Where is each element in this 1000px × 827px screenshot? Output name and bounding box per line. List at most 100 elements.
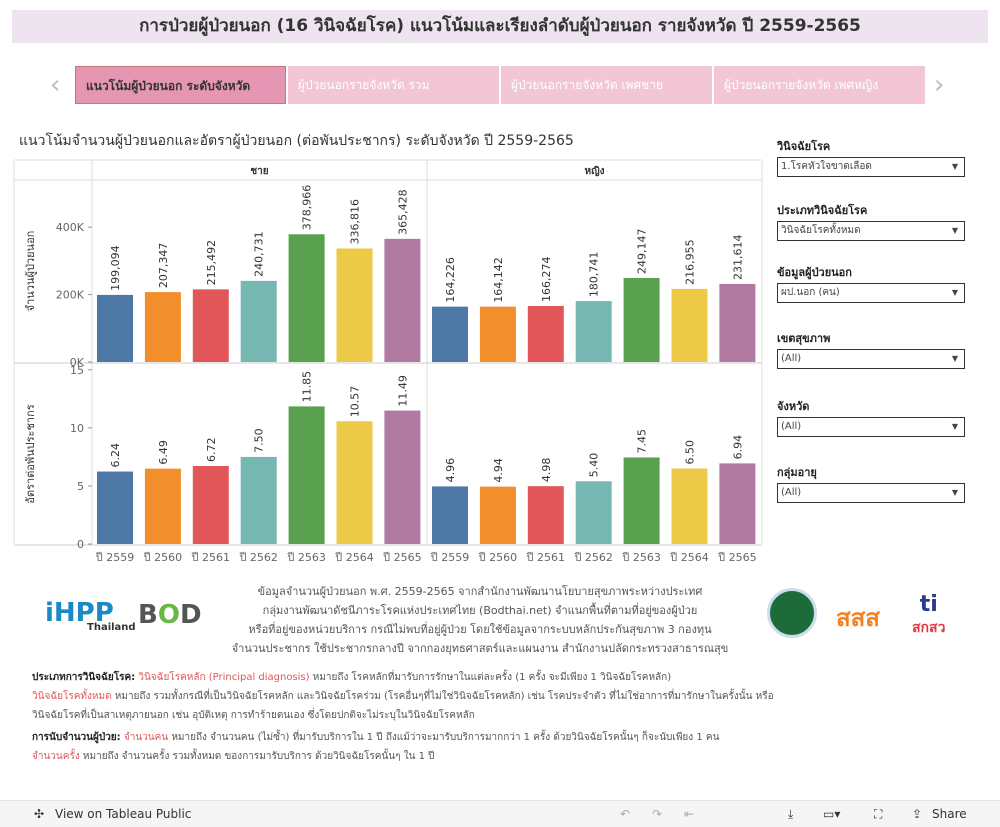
data-label: 166,274 — [540, 256, 553, 302]
bar — [97, 294, 133, 362]
ihpp-logo: iHPP Thailand — [45, 598, 136, 633]
x-tick-label: ปี 2561 — [525, 551, 565, 564]
bod-logo: BOD — [138, 600, 202, 630]
y-tick-label: 15 — [70, 364, 84, 377]
note-heading: ประเภทการวินิจฉัยโรค: — [32, 672, 136, 683]
tab-opd-province-male[interactable]: ผู้ป่วยนอกรายจังหวัด เพศชาย — [501, 66, 712, 104]
bar — [432, 306, 468, 362]
y-tick-label: 5 — [77, 480, 84, 493]
x-tick-label: ปี 2560 — [478, 551, 518, 564]
bar — [479, 306, 516, 362]
source-line: จำนวนประชากร ใช้ประชากรกลางปี จากกองยุทธ… — [231, 642, 729, 655]
filter-label-age-group: กลุ่มอายุ — [777, 466, 817, 479]
tableau-icon: ✣ — [34, 807, 45, 821]
bar — [575, 301, 612, 362]
chevron-left-icon[interactable]: ‹ — [50, 70, 61, 100]
note-text: หมายถึง จำนวนคน (ไม่ซ้ำ) ที่มารับบริการใ… — [168, 732, 720, 743]
device-preview-icon[interactable]: ▭▾ — [823, 807, 841, 821]
data-label: 10.57 — [349, 386, 362, 418]
bar-chart: ชาย หญิงจำนวนผู้ป่วยนอก 0K 200K 400K 199,094 2… — [13, 159, 763, 564]
data-label: 365,428 — [396, 189, 409, 235]
filter-age-group-select[interactable]: (All) — [777, 483, 965, 503]
undo-icon[interactable]: ↶ — [620, 807, 631, 821]
filter-panel: วินิจฉัยโรค 1.โรคหัวใจขาดเลือด ประเภทวินิ… — [777, 137, 967, 503]
x-tick-label: ปี 2564 — [669, 551, 709, 564]
bar — [336, 421, 373, 544]
download-icon[interactable]: ⤓ — [788, 807, 794, 821]
data-label: 5.40 — [588, 453, 601, 478]
x-tick-label: ปี 2563 — [621, 551, 661, 564]
data-label: 231,614 — [731, 234, 744, 280]
data-label: 336,816 — [349, 199, 362, 245]
data-label: 6.94 — [731, 435, 744, 460]
note-term: จำนวนคน — [123, 732, 169, 743]
note-term: วินิจฉัยโรคหลัก (Principal diagnosis) — [138, 672, 310, 683]
filter-label-diagnosis: วินิจฉัยโรค — [777, 140, 831, 153]
share-button[interactable]: Share — [932, 807, 967, 821]
tab-bar: แนวโน้มผู้ป่วยนอก ระดับจังหวัด ผู้ป่วยนอ… — [75, 66, 925, 104]
tab-opd-trend-province[interactable]: แนวโน้มผู้ป่วยนอก ระดับจังหวัด — [75, 66, 286, 104]
data-label: 240,731 — [253, 231, 266, 277]
tab-opd-province-total[interactable]: ผู้ป่วยนอกรายจังหวัด รวม — [288, 66, 499, 104]
page-title: การป่วยผู้ป่วยนอก (16 วินิจฉัยโรค) แนวโน… — [12, 10, 988, 43]
bar — [575, 481, 612, 544]
source-line: กลุ่มงานพัฒนาดัชนีภาระโรคแห่งประเทศไทย (… — [262, 604, 698, 617]
filter-label-diagnosis-type: ประเภทวินิจฉัยโรค — [777, 204, 868, 217]
tab-opd-province-female[interactable]: ผู้ป่วยนอกรายจังหวัด เพศหญิง — [714, 66, 925, 104]
data-source-text: ข้อมูลจำนวนผู้ป่วยนอก พ.ศ. 2559-2565 จาก… — [230, 582, 730, 658]
moph-logo — [767, 588, 817, 638]
data-label: 6.72 — [205, 437, 218, 462]
x-tick-label: ปี 2563 — [286, 551, 326, 564]
bar — [432, 486, 468, 544]
data-label: 11.85 — [301, 371, 314, 403]
view-on-tableau-link[interactable]: View on Tableau Public — [55, 807, 192, 821]
bar — [719, 463, 756, 544]
bar — [384, 238, 421, 362]
data-label: 7.45 — [636, 429, 649, 454]
data-label: 180,741 — [588, 252, 601, 298]
y-axis-title: อัตราต่อพันประชากร — [24, 404, 37, 503]
y-tick-label: 0K — [70, 356, 85, 369]
filter-opd-data-select[interactable]: ผป.นอก (คน) — [777, 283, 965, 303]
filter-label-opd-data: ข้อมูลผู้ป่วยนอก — [777, 266, 852, 279]
data-label: 378,966 — [301, 185, 314, 231]
bar — [479, 486, 516, 544]
data-label: 207,347 — [157, 243, 170, 289]
y-axis-title: จำนวนผู้ป่วยนอก — [24, 231, 37, 312]
bar — [671, 468, 708, 544]
bar — [192, 465, 229, 544]
y-tick-label: 200K — [56, 289, 85, 302]
redo-icon[interactable]: ↷ — [652, 807, 663, 821]
filter-health-region-select[interactable]: (All) — [777, 349, 965, 369]
data-label: 4.98 — [540, 458, 553, 483]
bar — [384, 410, 421, 544]
filter-province-select[interactable]: (All) — [777, 417, 965, 437]
bar — [144, 468, 181, 544]
bar — [719, 283, 756, 362]
tableau-footer: ✣ View on Tableau Public ↶ ↷ ⇤ ⤓ ▭▾ ⛶ ⇪ … — [0, 800, 1000, 827]
y-tick-label: 10 — [70, 422, 84, 435]
x-tick-label: ปี 2562 — [573, 551, 613, 564]
bar — [336, 248, 373, 362]
x-tick-label: ปี 2565 — [717, 551, 757, 564]
x-tick-label: ปี 2562 — [238, 551, 278, 564]
bar — [623, 457, 660, 544]
data-label: 7.50 — [253, 428, 266, 453]
bar — [288, 406, 325, 544]
filter-diagnosis-type-select[interactable]: วินิจฉัยโรคทั้งหมด — [777, 221, 965, 241]
x-tick-label: ปี 2561 — [190, 551, 230, 564]
data-label: 4.94 — [492, 458, 505, 483]
nhso-logo: ti สกสว — [912, 592, 946, 636]
note-term: วินิจฉัยโรคทั้งหมด — [32, 691, 112, 702]
bar — [671, 288, 708, 362]
fullscreen-icon[interactable]: ⛶ — [874, 807, 883, 821]
panel-header: ชาย — [250, 166, 268, 177]
data-label: 215,492 — [205, 240, 218, 285]
data-label: 11.49 — [396, 375, 409, 407]
note-heading: การนับจำนวนผู้ป่วย: — [32, 732, 121, 743]
filter-diagnosis-select[interactable]: 1.โรคหัวใจขาดเลือด — [777, 157, 965, 177]
chevron-right-icon[interactable]: › — [934, 70, 945, 100]
data-label: 216,955 — [684, 239, 697, 284]
revert-icon[interactable]: ⇤ — [684, 807, 695, 821]
share-icon[interactable]: ⇪ — [912, 807, 923, 821]
